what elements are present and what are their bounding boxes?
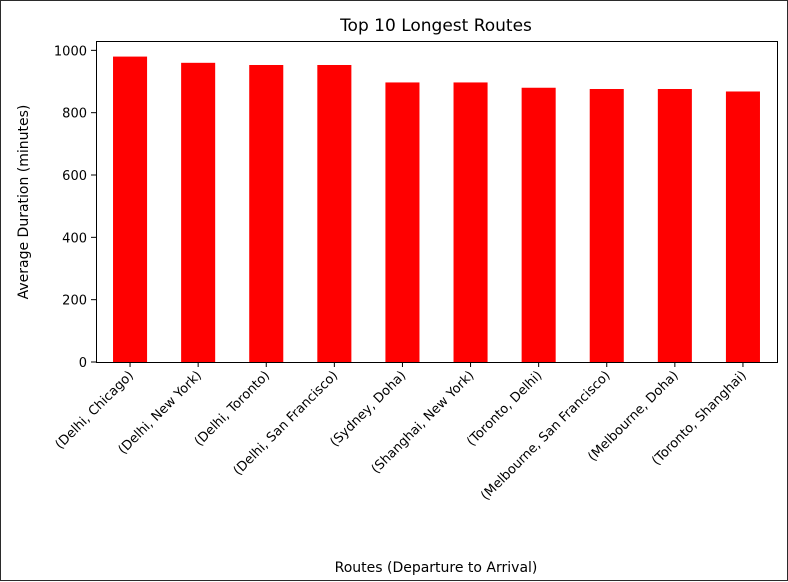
bar-2 <box>181 62 216 363</box>
y-tick-label: 200 <box>62 294 87 309</box>
bar-5 <box>385 82 420 362</box>
bar-7 <box>521 87 556 363</box>
x-tick-label: (Melbourne, San Francisco) <box>478 368 613 503</box>
x-axis: (Delhi, Chicago)(Delhi, New York)(Delhi,… <box>53 362 750 504</box>
plot-area-border <box>96 41 778 363</box>
bar-10 <box>725 91 760 363</box>
bar-3 <box>249 64 284 363</box>
y-tick-label: 600 <box>62 169 87 184</box>
x-axis-label: Routes (Departure to Arrival) <box>335 560 538 576</box>
bar-1 <box>113 56 148 363</box>
y-axis: 0 200 400 600 800 1000 <box>54 44 96 371</box>
y-tick-label: 0 <box>79 356 87 371</box>
y-tick-label: 1000 <box>54 44 87 59</box>
y-axis-label: Average Duration (minutes) <box>16 105 32 300</box>
bar-9 <box>657 88 692 362</box>
bar-4 <box>317 64 352 363</box>
bar-6 <box>453 82 488 362</box>
y-tick-label: 400 <box>62 231 87 246</box>
bars-group <box>113 56 760 363</box>
bar-8 <box>589 88 624 362</box>
y-tick-label: 800 <box>62 107 87 122</box>
chart-title: Top 10 Longest Routes <box>339 16 532 36</box>
